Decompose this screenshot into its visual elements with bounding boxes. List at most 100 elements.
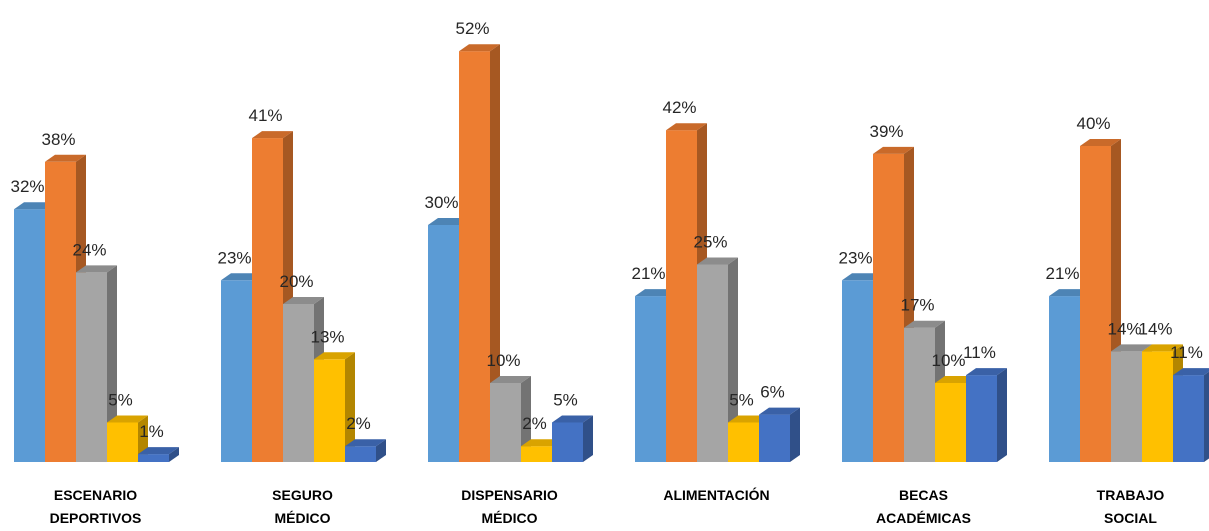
bar-2-2	[490, 376, 531, 462]
bar-front	[428, 225, 459, 462]
bar-front	[1080, 146, 1111, 462]
bar-front	[842, 280, 873, 462]
bar-top	[635, 289, 676, 297]
bar-front	[14, 209, 45, 462]
bar-front	[1173, 375, 1204, 462]
bar-top	[697, 257, 738, 265]
bar-top	[842, 273, 883, 281]
bar-4-4	[966, 368, 1007, 462]
bar-front	[552, 422, 583, 462]
data-label: 40%	[1076, 114, 1110, 133]
data-label: 25%	[693, 233, 727, 252]
bar-front	[1142, 351, 1173, 462]
data-label: 2%	[522, 414, 547, 433]
bar-2-1	[459, 44, 500, 462]
data-label: 2%	[346, 414, 371, 433]
category-label: MÉDICO	[482, 510, 538, 526]
bar-front	[221, 280, 252, 462]
bar-top	[521, 439, 562, 447]
bar-side	[107, 265, 117, 462]
bar-side	[345, 352, 355, 462]
data-label: 52%	[455, 19, 489, 38]
bar-front	[966, 375, 997, 462]
bar-side	[583, 415, 593, 462]
bar-front	[107, 422, 138, 462]
data-label: 5%	[108, 391, 133, 410]
bar-0-4	[138, 447, 179, 462]
category-label: TRABAJO	[1097, 487, 1165, 503]
bar-0-1	[45, 154, 86, 463]
bar-top	[759, 407, 800, 415]
data-label: 24%	[72, 240, 106, 259]
bar-front	[1049, 296, 1080, 462]
bar-front	[1111, 351, 1142, 462]
bar-front	[76, 272, 107, 462]
bar-top	[728, 415, 769, 423]
bar-4-1	[873, 146, 914, 462]
bar-front	[759, 414, 790, 462]
bar-top	[428, 218, 469, 225]
bar-front	[345, 446, 376, 462]
bar-3-4	[759, 407, 800, 462]
bar-front	[904, 327, 935, 462]
bar-top	[107, 415, 148, 423]
bar-side	[1204, 371, 1209, 462]
category-label: BECAS	[899, 487, 948, 503]
bar-front	[459, 51, 490, 462]
data-label: 20%	[279, 272, 313, 291]
bar-side	[376, 439, 386, 462]
data-label: 32%	[10, 177, 44, 196]
data-label: 23%	[217, 248, 251, 267]
data-label: 14%	[1107, 319, 1141, 338]
bar-3-2	[697, 257, 738, 462]
bar-1-3	[314, 352, 355, 462]
bar-top	[666, 123, 707, 131]
bar-side	[997, 368, 1007, 462]
bar-5-4	[1173, 368, 1209, 462]
bar-top	[904, 320, 945, 328]
bar-front	[697, 264, 728, 462]
data-label: 10%	[486, 351, 520, 370]
bar-top	[490, 376, 531, 383]
data-label: 11%	[1170, 343, 1203, 362]
data-label: 5%	[553, 391, 578, 410]
bar-front	[283, 304, 314, 462]
bar-top	[252, 131, 293, 139]
data-label: 38%	[41, 130, 75, 149]
bar-top	[966, 368, 1007, 376]
category-label: SOCIAL	[1104, 510, 1157, 526]
bar-top	[1049, 289, 1090, 297]
data-label: 30%	[424, 193, 458, 212]
bar-front	[666, 130, 697, 462]
category-label: ALIMENTACIÓN	[663, 486, 769, 503]
bar-front	[490, 383, 521, 462]
bar-top	[873, 146, 914, 154]
category-labels-layer: ESCENARIO DEPORTIVOS SEGURO MÉDICO DISPENSAR…	[50, 486, 1165, 526]
data-label: 39%	[869, 122, 903, 141]
data-label: 1%	[139, 422, 164, 441]
data-label: 11%	[963, 343, 996, 362]
bar-2-4	[552, 415, 593, 462]
category-label: DISPENSARIO	[461, 487, 558, 503]
bar-1-4	[345, 439, 386, 462]
bar-front	[873, 153, 904, 462]
bar-front	[635, 296, 666, 462]
data-label: 23%	[838, 248, 872, 267]
bar-side	[490, 44, 500, 462]
bar-front	[138, 454, 169, 462]
data-label: 14%	[1138, 319, 1172, 338]
bar-side	[169, 447, 179, 462]
data-label: 13%	[310, 327, 344, 346]
bar-top	[552, 415, 593, 423]
bar-top	[283, 297, 324, 304]
data-label: 21%	[631, 264, 665, 283]
bars-layer	[14, 44, 1209, 463]
bar-side	[790, 407, 800, 462]
bar-top	[459, 44, 500, 52]
data-label: 17%	[900, 296, 934, 315]
bar-top	[45, 154, 86, 162]
value-labels-layer: 32% 38% 24% 5% 1% 23% 41% 20% 13% 2% 30% 52% 10% 2% 5%…	[10, 19, 1202, 441]
bar-top	[314, 352, 355, 360]
category-label: MÉDICO	[275, 510, 331, 526]
